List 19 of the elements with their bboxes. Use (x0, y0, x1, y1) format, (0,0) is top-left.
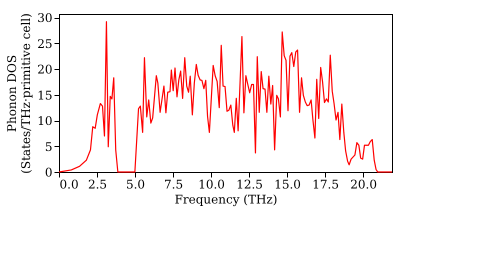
y-tick-label: 20 (37, 62, 52, 77)
x-axis-title: Frequency (THz) (174, 192, 278, 206)
x-tick-label: 15.0 (274, 178, 301, 192)
line-series (58, 21, 393, 173)
x-tick-label: 0.0 (60, 178, 79, 192)
x-tick-label: 2.5 (88, 178, 108, 192)
y-tick-label: 30 (37, 11, 52, 26)
x-tick-label: 17.5 (312, 178, 339, 192)
y-tick-label: 5 (44, 140, 52, 154)
y-tick-label: 10 (37, 114, 52, 128)
y-tick-label: 0 (44, 166, 52, 180)
x-tick-label: 10.0 (198, 178, 225, 192)
y-tick-label: 25 (37, 36, 52, 51)
x-tick-label: 20.0 (350, 178, 377, 192)
y-tick-label: 15 (37, 88, 52, 102)
y-axis-title: Phonon DOS (States/THz·primitive cell) (5, 13, 34, 174)
x-tick-label: 7.5 (164, 178, 184, 192)
x-tick-label: 5.0 (126, 178, 146, 192)
x-tick-label: 12.5 (236, 178, 263, 192)
